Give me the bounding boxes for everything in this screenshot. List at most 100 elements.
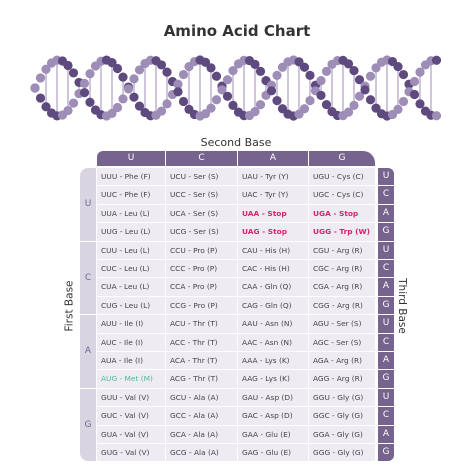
helix-bead xyxy=(68,98,79,108)
codon-cell: UUG - Leu (L) xyxy=(97,223,165,241)
third-base: A xyxy=(378,352,394,370)
helix-bead xyxy=(206,103,216,113)
helix-bead xyxy=(365,95,376,105)
helix-bead xyxy=(222,91,233,101)
codon-cell: CAU - His (H) xyxy=(238,241,308,259)
helix-bead xyxy=(162,67,172,77)
helix-bead xyxy=(156,106,167,116)
third-base: G xyxy=(378,370,394,388)
helix-bead xyxy=(107,108,117,118)
helix-bead xyxy=(255,66,266,76)
helix-bead xyxy=(162,99,172,109)
helix-bead xyxy=(316,76,326,86)
dna-helix xyxy=(30,55,442,121)
helix-bead xyxy=(415,67,425,77)
column-header: U xyxy=(97,151,165,166)
codon-cell: GUC - Val (V) xyxy=(97,407,165,425)
codon-cell: ACG - Thr (T) xyxy=(166,370,237,388)
helix-bead xyxy=(118,72,128,82)
third-base: C xyxy=(378,186,394,204)
codon-cell: AUA - Ile (I) xyxy=(97,352,165,370)
helix-bead xyxy=(349,66,359,76)
codon-cell: UAA - Stop xyxy=(238,204,308,223)
codon-cell: AUU - Ile (I) xyxy=(97,315,165,333)
codon-cell: GUG - Val (V) xyxy=(97,444,165,462)
row-group-header: G xyxy=(80,388,96,462)
third-base: C xyxy=(378,407,394,425)
codon-cell: CUU - Leu (L) xyxy=(97,241,165,259)
helix-bead xyxy=(63,60,73,71)
row-group-header: A xyxy=(80,315,96,388)
helix-bead xyxy=(107,58,117,68)
helix-bead xyxy=(343,107,354,117)
helix-bead xyxy=(79,78,90,88)
helix-bead xyxy=(354,91,365,101)
helix-bead xyxy=(85,97,95,107)
codon-cell: CGU - Arg (R) xyxy=(309,241,375,259)
codon-cell: AAU - Asn (N) xyxy=(238,315,308,333)
third-base: C xyxy=(378,333,394,351)
codon-cell: GGC - Gly (G) xyxy=(309,407,375,425)
helix-bead xyxy=(321,100,332,110)
codon-cell: CUC - Leu (L) xyxy=(97,260,165,278)
codon-cell: AGG - Arg (R) xyxy=(309,370,375,388)
codon-cell: UAG - Stop xyxy=(238,223,308,241)
third-base: C xyxy=(378,260,394,278)
helix-bead xyxy=(349,100,359,110)
codon-cell: CGA - Arg (R) xyxy=(309,278,375,296)
helix-bead xyxy=(365,71,376,81)
codon-cell: UUA - Leu (L) xyxy=(97,204,165,223)
helix-bead xyxy=(305,96,315,106)
helix-bead xyxy=(299,62,310,72)
codon-cell: UCG - Ser (S) xyxy=(166,223,237,241)
codon-cell: GCA - Ala (A) xyxy=(166,425,237,443)
third-base: U xyxy=(378,315,394,333)
codon-cell: CAA - Gln (Q) xyxy=(238,278,308,296)
helix-bead xyxy=(250,59,260,69)
helix-bead xyxy=(316,90,326,100)
row-group-header: U xyxy=(80,168,96,241)
helix-bead xyxy=(79,88,90,98)
codon-cell: AAG - Lys (K) xyxy=(238,370,308,388)
codon-cell: UAC - Tyr (Y) xyxy=(238,186,308,204)
third-base: A xyxy=(378,425,394,443)
codon-cell: GAC - Asp (D) xyxy=(238,407,308,425)
column-header: C xyxy=(166,151,237,166)
helix-bead xyxy=(431,55,442,65)
codon-cell: CCC - Pro (P) xyxy=(166,260,237,278)
helix-bead xyxy=(321,66,332,76)
helix-bead xyxy=(431,111,442,121)
helix-bead xyxy=(354,75,365,85)
helix-bead xyxy=(250,107,260,117)
helix-bead xyxy=(134,101,145,111)
helix-bead xyxy=(211,95,222,105)
helix-bead xyxy=(343,59,354,69)
helix-bead xyxy=(178,69,189,80)
codon-cell: CCA - Pro (P) xyxy=(166,278,237,296)
codon-cell: GAA - Glu (E) xyxy=(238,425,308,443)
third-base: U xyxy=(378,388,394,407)
helix-bead xyxy=(129,92,139,102)
codon-cell: CUG - Leu (L) xyxy=(97,296,165,315)
helix-bead xyxy=(360,85,370,95)
codon-cell: ACU - Thr (T) xyxy=(166,315,237,333)
title: Amino Acid Chart xyxy=(163,22,311,40)
helix-bead xyxy=(68,68,79,78)
codon-cell: GAG - Glu (E) xyxy=(238,444,308,462)
codon-cell: CAC - His (H) xyxy=(238,260,308,278)
third-base: G xyxy=(378,444,394,462)
helix-bead xyxy=(85,69,95,79)
helix-bead xyxy=(173,79,183,89)
helix-bead xyxy=(200,109,211,119)
helix-bead xyxy=(255,100,266,110)
codon-cell: GUA - Val (V) xyxy=(97,425,165,443)
helix-bead xyxy=(222,75,233,85)
codon-cell: UGG - Trp (W) xyxy=(309,223,375,241)
codon-cell: ACA - Thr (T) xyxy=(166,352,237,370)
codon-cell: CGG - Arg (R) xyxy=(309,296,375,315)
third-base: G xyxy=(378,223,394,241)
helix-bead xyxy=(299,104,310,114)
helix-bead xyxy=(272,96,282,106)
codon-cell: ACC - Thr (T) xyxy=(166,333,237,351)
